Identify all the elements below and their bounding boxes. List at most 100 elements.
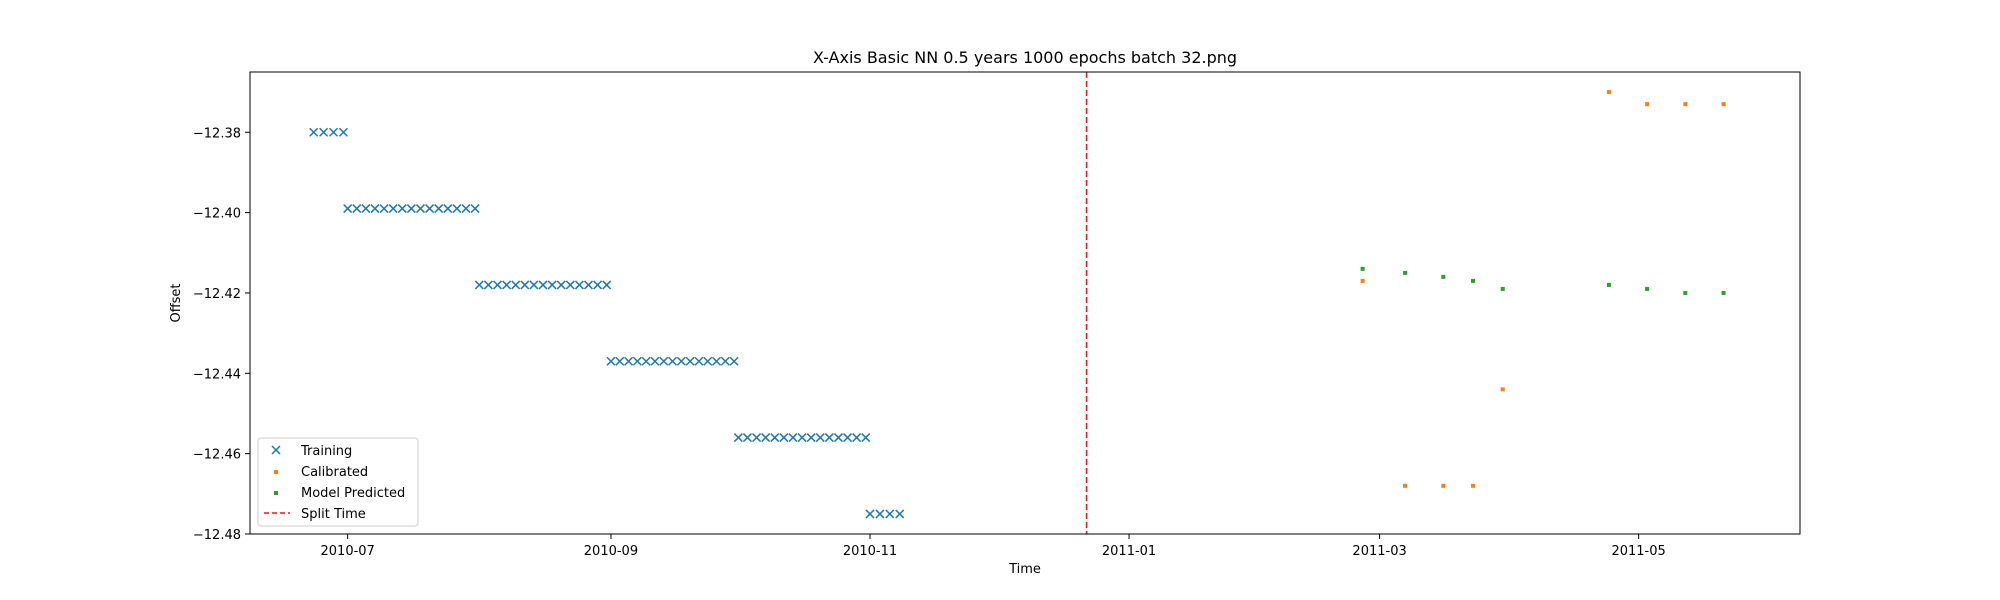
training-point <box>452 204 462 214</box>
x-axis: 2010-07 2010-09 2010-11 2011-01 2011-03 2011-… <box>321 534 1666 559</box>
training-point <box>833 433 843 443</box>
training-point <box>624 356 634 366</box>
training-point <box>895 509 905 519</box>
training-point <box>761 433 771 443</box>
training-point <box>806 433 816 443</box>
training-point <box>703 356 713 366</box>
y-tick-label: −12.40 <box>193 207 241 222</box>
training-point <box>694 356 704 366</box>
predicted-point <box>1500 286 1505 291</box>
y-tick-label: −12.44 <box>193 367 241 382</box>
training-point <box>319 127 329 137</box>
x-tick-label: 2011-05 <box>1611 544 1665 559</box>
predicted-point <box>1403 270 1408 275</box>
y-tick-label: −12.48 <box>193 528 241 543</box>
training-point <box>733 433 743 443</box>
training-point <box>379 204 389 214</box>
training-point <box>676 356 686 366</box>
training-point <box>461 204 471 214</box>
training-point <box>415 204 426 214</box>
training-point <box>606 356 616 366</box>
calibrated-point <box>1645 102 1650 107</box>
training-point <box>861 433 871 443</box>
legend: Training Calibrated Model Predicted Spli… <box>257 437 419 527</box>
legend-label-split: Split Time <box>301 507 366 522</box>
training-point <box>659 356 669 366</box>
training-point <box>538 280 548 290</box>
legend-label-predicted: Model Predicted <box>301 486 405 501</box>
y-tick-label: −12.42 <box>193 287 241 302</box>
training-point <box>361 204 371 214</box>
training-point <box>824 433 834 443</box>
training-point <box>492 280 503 290</box>
calibrated-point <box>1471 483 1476 488</box>
legend-label-calibrated: Calibrated <box>301 465 368 480</box>
training-point <box>843 433 853 443</box>
calibrated-point <box>1606 90 1611 95</box>
training-point <box>752 433 762 443</box>
x-tick-label: 2010-09 <box>584 544 638 559</box>
chart-title: X-Axis Basic NN 0.5 years 1000 epochs ba… <box>813 48 1237 67</box>
training-point <box>852 433 862 443</box>
training-point <box>797 433 807 443</box>
predicted-point <box>1683 290 1688 295</box>
training-point <box>685 356 695 366</box>
training-point <box>875 509 885 519</box>
training-point <box>565 280 575 290</box>
training-point <box>742 433 752 443</box>
training-point <box>425 204 435 214</box>
training-point <box>529 280 539 290</box>
training-point <box>556 280 566 290</box>
training-point <box>397 204 407 214</box>
training-point <box>547 280 557 290</box>
predicted-point <box>1441 274 1446 279</box>
training-point <box>343 204 353 214</box>
training-point <box>520 280 530 290</box>
training-point <box>865 509 875 519</box>
x-tick-label: 2011-03 <box>1352 544 1406 559</box>
predicted-point <box>1360 266 1365 271</box>
y-axis: −12.48 −12.46 −12.44 −12.42 −12.40 −12.38 <box>193 126 250 543</box>
training-point <box>502 280 512 290</box>
training-point <box>711 356 722 366</box>
training-point <box>370 204 380 214</box>
legend-box <box>257 437 419 527</box>
calibrated-point <box>1683 102 1688 107</box>
training-point <box>443 204 453 214</box>
calibrated-point <box>1441 483 1446 488</box>
training-point <box>770 433 780 443</box>
plot-area <box>309 72 1726 534</box>
training-point <box>338 127 348 137</box>
training-point <box>434 204 444 214</box>
training-point <box>615 356 625 366</box>
y-axis-label: Offset <box>169 283 184 322</box>
training-point <box>470 204 480 214</box>
training-point <box>406 204 416 214</box>
training-point <box>593 280 603 290</box>
plot-frame <box>249 71 1801 535</box>
calibrated-point <box>1721 102 1726 107</box>
training-point <box>641 356 651 366</box>
calibrated-point <box>1360 278 1365 283</box>
training-point <box>650 356 660 366</box>
predicted-point <box>1645 286 1650 291</box>
x-tick-label: 2010-11 <box>843 544 897 559</box>
training-point <box>885 509 895 519</box>
predicted-point <box>1721 290 1726 295</box>
training-point <box>788 433 798 443</box>
training-point <box>720 356 730 366</box>
legend-marker-training <box>271 445 281 455</box>
training-point <box>632 356 642 366</box>
training-point <box>815 433 825 443</box>
training-point <box>602 280 612 290</box>
training-point <box>352 204 362 214</box>
x-tick-label: 2010-07 <box>321 544 375 559</box>
training-point <box>309 127 319 137</box>
training-point <box>483 280 493 290</box>
legend-label-training: Training <box>300 444 352 459</box>
training-point <box>511 280 521 290</box>
legend-marker-predicted <box>274 491 278 495</box>
x-axis-label: Time <box>1008 562 1041 577</box>
training-point <box>668 356 678 366</box>
